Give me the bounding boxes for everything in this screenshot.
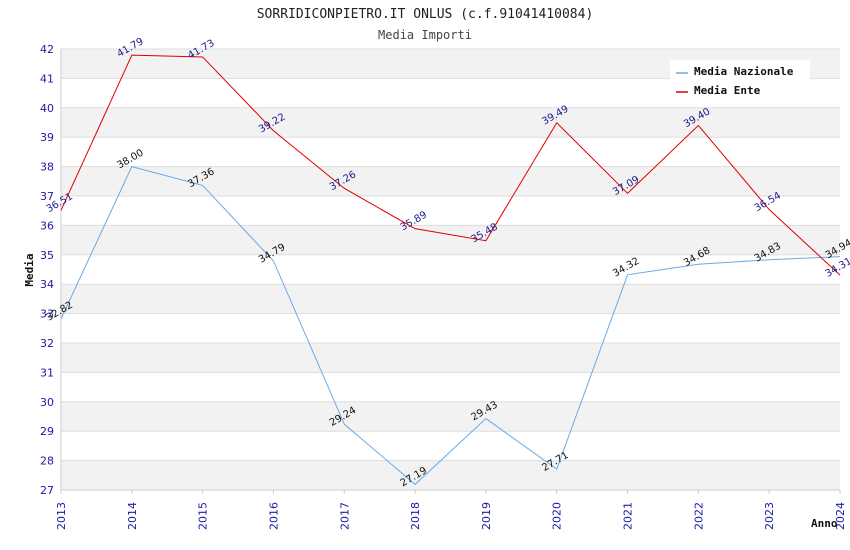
x-tick-label: 2015 — [197, 502, 210, 530]
grid-band — [61, 107, 840, 138]
chart-subtitle: Media Importi — [378, 28, 472, 42]
x-tick-label: 2016 — [267, 502, 280, 530]
data-label: 32.82 — [45, 300, 75, 324]
grid-band — [61, 343, 840, 373]
y-tick-label: 30 — [40, 396, 54, 409]
x-tick-label: 2014 — [126, 502, 139, 530]
y-tick-label: 32 — [40, 337, 54, 350]
series-line-media-nazionale — [60, 166, 841, 486]
grid-band — [61, 284, 840, 314]
grid-band — [61, 166, 840, 196]
y-tick-label: 41 — [40, 72, 54, 85]
series-line-media-ente — [60, 54, 841, 276]
legend-box — [670, 60, 810, 102]
x-tick-label: 2019 — [480, 502, 493, 530]
grid-band — [61, 460, 840, 490]
x-tick-label: 2023 — [763, 502, 776, 530]
grid-band — [61, 225, 840, 255]
x-tick-label: 2022 — [692, 502, 705, 530]
y-tick-label: 37 — [40, 190, 54, 203]
x-tick-label: 2017 — [338, 502, 351, 530]
x-tick-label: 2020 — [551, 502, 564, 530]
y-tick-label: 36 — [40, 219, 54, 232]
y-tick-label: 40 — [40, 102, 54, 115]
y-tick-label: 38 — [40, 161, 54, 174]
legend: Media Nazionale Media Ente — [670, 60, 810, 102]
y-tick-labels: 27 28 29 30 31 32 33 34 35 36 37 38 39 40 41 42 — [40, 43, 54, 497]
y-tick-label: 34 — [40, 278, 54, 291]
x-tick-labels: 2013 2014 2015 2016 2017 2018 2019 2020 2021 2022… — [55, 502, 847, 530]
y-tick-label: 27 — [40, 484, 54, 497]
y-tick-label: 33 — [40, 308, 54, 321]
axes — [60, 49, 841, 494]
grid-band — [61, 401, 840, 432]
series-lines — [60, 54, 841, 486]
y-tick-label: 35 — [40, 249, 54, 262]
y-tick-label: 31 — [40, 366, 54, 379]
grid-lines — [61, 48, 840, 491]
y-tick-label: 28 — [40, 455, 54, 468]
x-tick-label: 2021 — [622, 502, 635, 530]
y-tick-label: 39 — [40, 131, 54, 144]
data-label: 34.32 — [611, 256, 641, 280]
legend-label-media-nazionale: Media Nazionale — [694, 65, 794, 78]
chart-title: SORRIDICONPIETRO.IT ONLUS (c.f.910414100… — [257, 7, 594, 22]
legend-label-media-ente: Media Ente — [694, 84, 761, 97]
y-tick-label: 29 — [40, 425, 54, 438]
x-tick-label: 2024 — [834, 502, 847, 530]
x-axis-label: Anno — [811, 517, 838, 530]
grid-bands — [61, 49, 840, 490]
y-axis-label: Media — [23, 253, 36, 286]
x-tick-label: 2018 — [409, 502, 422, 530]
y-tick-label: 42 — [40, 43, 54, 56]
x-tick-label: 2013 — [55, 502, 68, 530]
